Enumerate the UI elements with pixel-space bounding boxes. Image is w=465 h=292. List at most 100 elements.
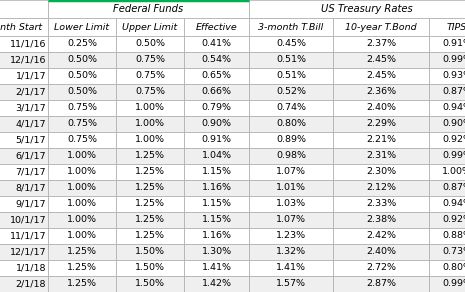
Bar: [116, 228, 184, 244]
Bar: [249, 260, 333, 276]
Bar: [116, 276, 184, 292]
Bar: [0, 276, 48, 292]
Bar: [0, 148, 48, 164]
Text: 1.03%: 1.03%: [276, 199, 306, 208]
Text: 1.00%: 1.00%: [67, 232, 97, 241]
Bar: [249, 18, 333, 36]
Bar: [429, 116, 465, 132]
Text: 1.41%: 1.41%: [201, 263, 232, 272]
Text: 3-month T.Bill: 3-month T.Bill: [259, 22, 324, 32]
Bar: [48, 100, 116, 116]
Bar: [333, 52, 429, 68]
Bar: [0, 212, 48, 228]
Bar: [116, 244, 184, 260]
Text: 3/1/17: 3/1/17: [15, 103, 46, 112]
Text: 1.00%: 1.00%: [67, 215, 97, 225]
Text: 1.16%: 1.16%: [201, 183, 232, 192]
Text: 1/1/18: 1/1/18: [15, 263, 46, 272]
Bar: [333, 132, 429, 148]
Bar: [116, 164, 184, 180]
Text: 2.45%: 2.45%: [366, 72, 396, 81]
Text: 2.21%: 2.21%: [366, 135, 396, 145]
Bar: [184, 196, 249, 212]
Bar: [429, 276, 465, 292]
Text: 2.40%: 2.40%: [366, 248, 396, 256]
Bar: [48, 212, 116, 228]
Bar: [333, 276, 429, 292]
Text: 2.72%: 2.72%: [366, 263, 396, 272]
Bar: [333, 116, 429, 132]
Bar: [249, 196, 333, 212]
Text: 0.25%: 0.25%: [67, 39, 97, 48]
Bar: [184, 68, 249, 84]
Bar: [249, 276, 333, 292]
Text: 5/1/17: 5/1/17: [15, 135, 46, 145]
Bar: [0, 18, 48, 36]
Text: 11/1/16: 11/1/16: [9, 39, 46, 48]
Text: 2.12%: 2.12%: [366, 183, 396, 192]
Text: 1.25%: 1.25%: [67, 248, 97, 256]
Bar: [333, 100, 429, 116]
Bar: [48, 148, 116, 164]
Text: 0.80%: 0.80%: [442, 263, 465, 272]
Text: 0.98%: 0.98%: [276, 152, 306, 161]
Bar: [333, 164, 429, 180]
Bar: [48, 116, 116, 132]
Bar: [184, 212, 249, 228]
Text: 1.25%: 1.25%: [135, 183, 165, 192]
Text: 12/1/16: 12/1/16: [9, 55, 46, 65]
Bar: [429, 36, 465, 52]
Bar: [333, 228, 429, 244]
Text: 1.00%: 1.00%: [135, 135, 165, 145]
Bar: [0, 228, 48, 244]
Bar: [184, 276, 249, 292]
Text: 8/1/17: 8/1/17: [15, 183, 46, 192]
Text: 1/1/17: 1/1/17: [15, 72, 46, 81]
Text: 1.25%: 1.25%: [67, 263, 97, 272]
Text: 0.88%: 0.88%: [442, 232, 465, 241]
Text: 1.07%: 1.07%: [276, 215, 306, 225]
Text: 1.57%: 1.57%: [276, 279, 306, 288]
Text: 2.29%: 2.29%: [366, 119, 396, 128]
Text: Federal Funds: Federal Funds: [113, 4, 184, 14]
Bar: [249, 244, 333, 260]
Bar: [48, 84, 116, 100]
Bar: [333, 68, 429, 84]
Text: 1.07%: 1.07%: [276, 168, 306, 176]
Text: 1.00%: 1.00%: [442, 168, 465, 176]
Text: 0.51%: 0.51%: [276, 72, 306, 81]
Bar: [333, 84, 429, 100]
Bar: [333, 18, 429, 36]
Text: 0.75%: 0.75%: [135, 72, 165, 81]
Bar: [0, 196, 48, 212]
Text: 1.25%: 1.25%: [135, 199, 165, 208]
Bar: [333, 260, 429, 276]
Text: 0.91%: 0.91%: [442, 39, 465, 48]
Text: 0.92%: 0.92%: [442, 215, 465, 225]
Bar: [249, 116, 333, 132]
Bar: [333, 244, 429, 260]
Text: Lower Limit: Lower Limit: [54, 22, 110, 32]
Text: 1.23%: 1.23%: [276, 232, 306, 241]
Text: 0.51%: 0.51%: [276, 55, 306, 65]
Text: 0.89%: 0.89%: [276, 135, 306, 145]
Bar: [184, 164, 249, 180]
Bar: [429, 68, 465, 84]
Text: 0.90%: 0.90%: [442, 119, 465, 128]
Text: 2.45%: 2.45%: [366, 55, 396, 65]
Text: Upper Limit: Upper Limit: [122, 22, 178, 32]
Text: 1.00%: 1.00%: [67, 183, 97, 192]
Text: 0.91%: 0.91%: [201, 135, 232, 145]
Text: 0.50%: 0.50%: [67, 88, 97, 96]
Bar: [116, 52, 184, 68]
Bar: [48, 244, 116, 260]
Bar: [249, 52, 333, 68]
Text: 1.01%: 1.01%: [276, 183, 306, 192]
Text: 0.99%: 0.99%: [442, 55, 465, 65]
Bar: [0, 84, 48, 100]
Bar: [184, 244, 249, 260]
Bar: [48, 0, 249, 18]
Bar: [249, 148, 333, 164]
Text: 1.41%: 1.41%: [276, 263, 306, 272]
Bar: [429, 180, 465, 196]
